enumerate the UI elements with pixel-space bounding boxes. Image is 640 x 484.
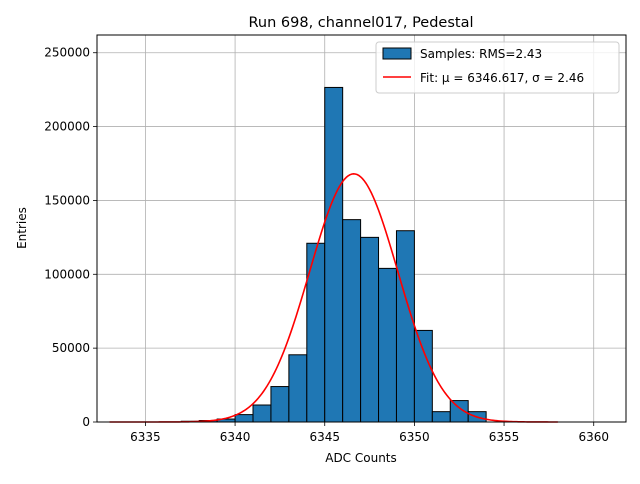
y-tick-label: 100000 xyxy=(44,267,90,281)
plot-frame xyxy=(96,34,627,423)
y-axis-label: Entries xyxy=(15,207,29,249)
chart-title: Run 698, channel017, Pedestal xyxy=(248,15,473,31)
histogram-bar xyxy=(270,386,290,423)
histogram-bars xyxy=(180,86,487,423)
x-tick-label: 6345 xyxy=(309,430,340,444)
x-tick-label: 6355 xyxy=(489,430,520,444)
legend-box xyxy=(375,41,620,94)
legend-fit-label: Fit: μ = 6346.617, σ = 2.46 xyxy=(420,71,584,85)
y-tick-label: 0 xyxy=(82,415,90,429)
histogram-bar xyxy=(252,404,272,423)
histogram-bar xyxy=(342,219,362,423)
histogram-bar xyxy=(234,414,254,423)
y-tick-label: 200000 xyxy=(44,120,90,134)
histogram-bar xyxy=(360,236,380,423)
x-axis-label: ADC Counts xyxy=(325,451,397,465)
x-tick-label: 6340 xyxy=(220,430,251,444)
y-tick-label: 150000 xyxy=(44,193,90,207)
histogram-bar xyxy=(395,230,415,423)
x-tick-label: 6360 xyxy=(578,430,609,444)
histogram-bar xyxy=(324,86,344,423)
histogram-bar xyxy=(378,267,397,423)
y-tick-label: 50000 xyxy=(52,341,90,355)
legend-samples-swatch xyxy=(382,47,412,60)
legend-samples-label: Samples: RMS=2.43 xyxy=(420,47,542,61)
histogram-bar xyxy=(413,329,433,423)
y-axis-ticks: 0 50000 100000 150000 200000 250000 xyxy=(44,46,97,429)
x-tick-label: 6350 xyxy=(399,430,430,444)
x-tick-label: 6335 xyxy=(130,430,161,444)
histogram-bar xyxy=(288,354,308,423)
x-axis-ticks: 6335 6340 6345 6350 6355 6360 xyxy=(130,422,609,444)
legend: Samples: RMS=2.43 Fit: μ = 6346.617, σ =… xyxy=(375,41,620,94)
histogram-bar xyxy=(431,411,451,423)
y-tick-label: 250000 xyxy=(44,46,90,60)
